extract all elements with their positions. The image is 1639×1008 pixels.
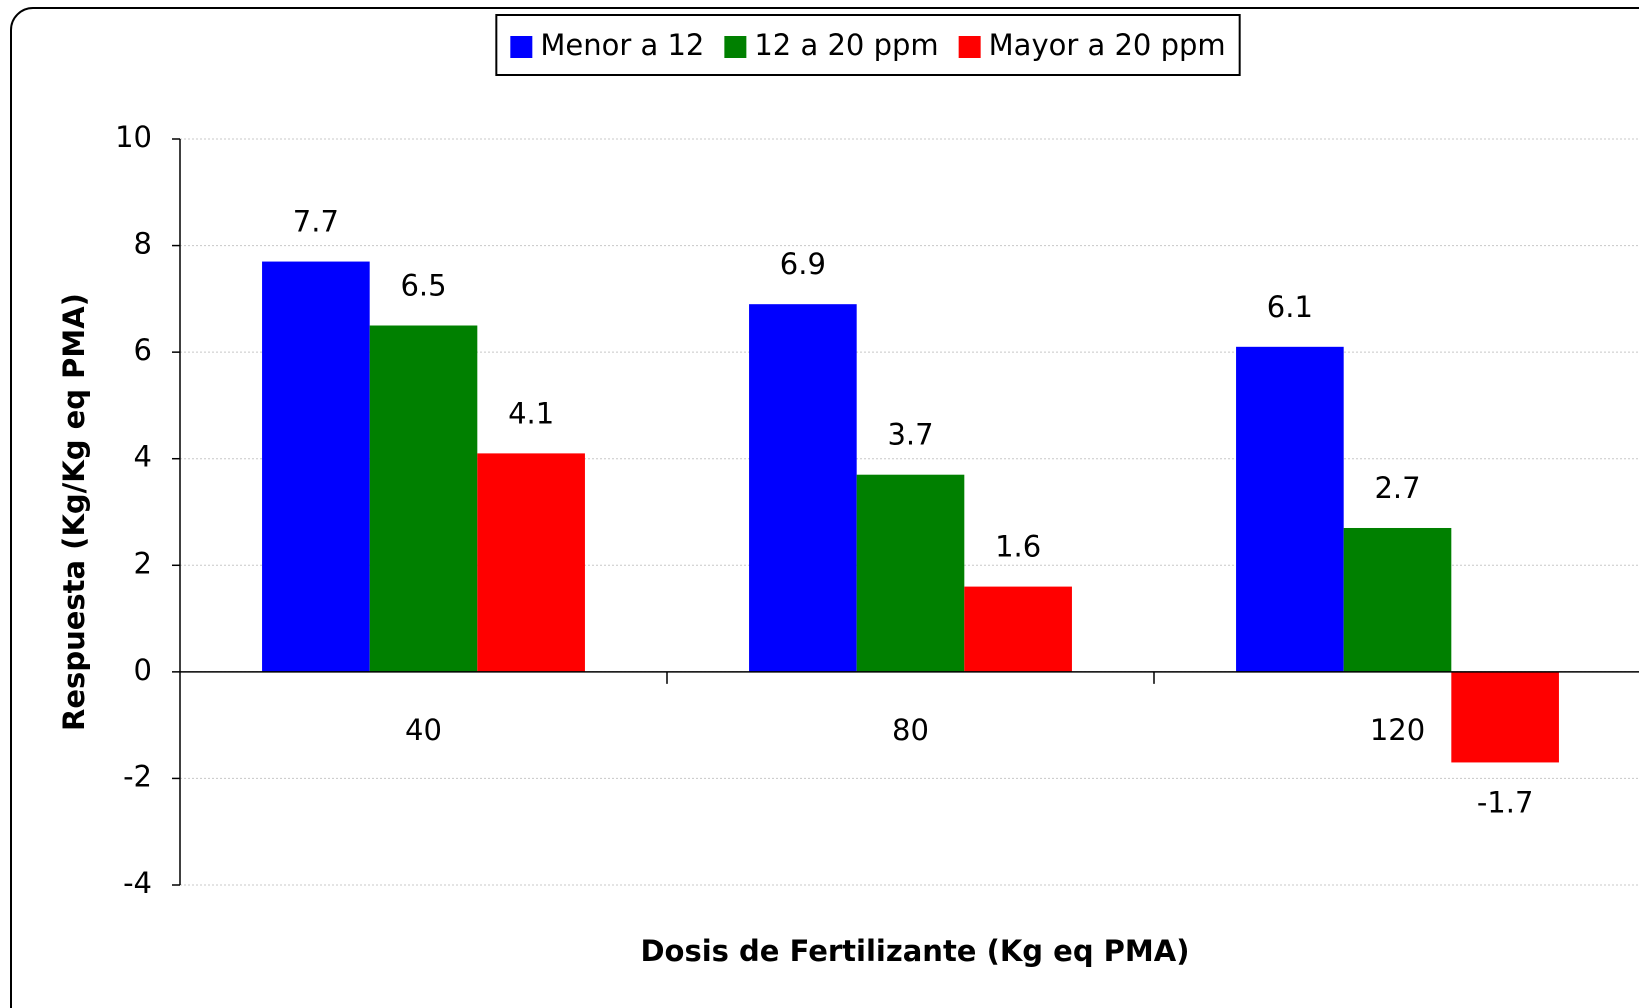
- data-label: 6.9: [780, 247, 826, 281]
- legend-label: 12 a 20 ppm: [754, 28, 938, 62]
- bar: [1236, 346, 1344, 672]
- y-tick-label: -4: [123, 866, 152, 900]
- y-tick-label: 4: [134, 440, 152, 474]
- x-tick-label: 40: [405, 713, 442, 747]
- bar: [477, 453, 585, 672]
- bar: [262, 261, 370, 672]
- y-axis-title: Respuesta (Kg/Kg eq PMA): [57, 293, 91, 731]
- bar: [964, 586, 1072, 672]
- legend-label: Menor a 12: [540, 28, 704, 62]
- bar: [856, 474, 965, 672]
- bar: [369, 325, 478, 672]
- x-tick-label: 80: [892, 713, 929, 747]
- bar: [749, 304, 857, 672]
- plot-area: -4 -2 0 2 4 6 8 10 40 7.7 6.5 4.1 80 6.9 3.7 1.6 120 6.1 2…: [115, 120, 1639, 900]
- y-tick-label: -2: [123, 759, 152, 793]
- data-label: 3.7: [887, 418, 933, 452]
- data-label: 6.1: [1267, 290, 1313, 324]
- data-label: 4.1: [508, 396, 554, 430]
- data-label: 6.5: [400, 269, 446, 303]
- legend-box: [495, 14, 1241, 76]
- legend-label: Mayor a 20 ppm: [989, 28, 1226, 62]
- legend: Menor a 12 12 a 20 ppm Mayor a 20 ppm: [495, 14, 1241, 76]
- legend-swatch: [510, 36, 533, 58]
- data-label: 7.7: [293, 205, 339, 239]
- x-tick-label: 120: [1370, 713, 1425, 747]
- y-tick-label: 10: [115, 120, 152, 154]
- bar: [1343, 527, 1452, 672]
- legend-swatch: [958, 36, 981, 58]
- y-tick-label: 8: [134, 227, 152, 261]
- data-label: 2.7: [1374, 471, 1420, 505]
- y-tick-label: 2: [134, 546, 152, 580]
- data-label: 1.6: [995, 530, 1041, 564]
- y-tick-label: 6: [134, 333, 152, 367]
- y-tick-label: 0: [134, 653, 152, 687]
- legend-swatch: [724, 36, 747, 58]
- x-axis-title: Dosis de Fertilizante (Kg eq PMA): [640, 934, 1189, 968]
- bar: [1451, 671, 1559, 763]
- data-label: -1.7: [1477, 785, 1534, 819]
